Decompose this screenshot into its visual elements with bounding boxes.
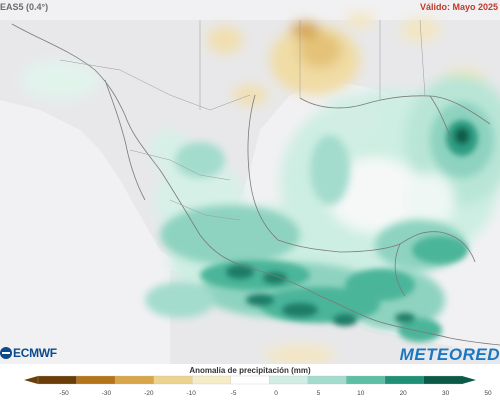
legend-color-bar xyxy=(24,375,476,385)
model-label: EAS5 (0.4°) xyxy=(0,2,49,12)
legend-swatch xyxy=(230,375,270,385)
legend-arrow-high xyxy=(462,376,476,384)
legend-tick-label: -20 xyxy=(144,390,154,397)
legend-tick-label: 50 xyxy=(484,390,492,397)
legend-swatch xyxy=(37,375,78,385)
legend-tick-label: 5 xyxy=(316,390,321,397)
dry-anomaly-areas xyxy=(207,12,485,364)
ecmwf-logo-text: ECMWF xyxy=(13,346,57,360)
color-legend: Anomalía de precipitación (mm) -50 -30 -20… xyxy=(0,364,500,400)
legend-arrow-low xyxy=(24,376,38,384)
legend-title: Anomalía de precipitación (mm) xyxy=(189,366,311,375)
meteored-logo: METEORED xyxy=(399,345,500,364)
gulf-center-neutral xyxy=(327,157,455,233)
legend-tick-label: -10 xyxy=(186,390,196,397)
legend-tick-label: -5 xyxy=(230,390,237,397)
ecmwf-logo: ECMWF xyxy=(0,345,57,361)
legend-swatch xyxy=(76,375,116,385)
legend-tick-label: 10 xyxy=(357,390,365,397)
legend-swatch xyxy=(307,375,348,385)
globe-icon xyxy=(0,347,12,359)
legend-swatch xyxy=(423,375,463,385)
legend-tick-label: 20 xyxy=(399,390,407,397)
legend-swatch xyxy=(384,375,425,385)
precipitation-anomaly-map: EAS5 (0.4°) Válido: Mayo 2025 ECMWF METE… xyxy=(0,0,500,364)
legend-tick-label: -30 xyxy=(101,390,112,397)
north-america-landmass xyxy=(0,20,500,265)
legend-swatch xyxy=(269,375,309,385)
legend-tick-label: -50 xyxy=(59,390,69,397)
legend-tick-label: 0 xyxy=(274,390,278,397)
legend-swatch xyxy=(192,375,232,385)
legend-tick-label: 30 xyxy=(441,390,450,397)
valid-date-label: Válido: Mayo 2025 xyxy=(419,2,498,12)
legend-swatch xyxy=(114,375,155,385)
map-canvas xyxy=(0,12,500,364)
legend-swatch xyxy=(153,375,193,385)
legend-swatch xyxy=(346,375,386,385)
coastlines xyxy=(11,23,500,346)
wet-anomaly-darkest xyxy=(226,128,469,326)
borders xyxy=(59,19,426,221)
